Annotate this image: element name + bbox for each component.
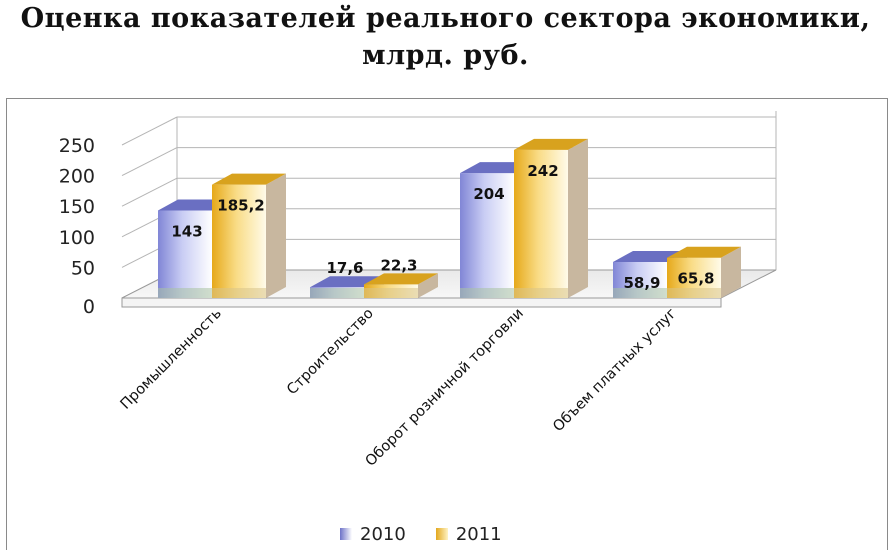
data-label-2010-3: 58,9 <box>623 274 660 292</box>
bar-2011-3-side <box>721 246 741 298</box>
legend-item-2011: 2011 <box>435 523 502 545</box>
legend-label-2011: 2011 <box>455 523 502 545</box>
bar-2011-2-top <box>514 138 588 150</box>
y-tick-label-250: 250 <box>59 135 95 157</box>
bar-2010-0-front <box>158 210 212 298</box>
bar-2011-2-front <box>514 149 568 298</box>
y-tick-label-150: 150 <box>59 196 95 218</box>
chart-area-frame <box>6 98 888 550</box>
bar-2011-0-front <box>212 184 266 298</box>
bar-2011-0-base-shade <box>212 288 266 298</box>
chart-legend: 2010 2011 <box>340 522 532 546</box>
bar-2010-2-front <box>460 173 514 298</box>
bar-2011-1-side <box>418 273 438 298</box>
legend-swatch-2010 <box>340 528 352 540</box>
legend-label-2010: 2010 <box>360 523 406 545</box>
bar-2010-1-base-shade <box>310 288 364 298</box>
legend-swatch-2011 <box>435 528 448 540</box>
x-category-label-0: Промышленность <box>118 306 225 413</box>
gridline-side-250 <box>121 116 178 146</box>
data-label-2011-1: 22,3 <box>380 256 417 274</box>
chart-title-line-1: Оценка показателей реального сектора эко… <box>20 3 871 34</box>
chart-title-line-2: млрд. руб. <box>362 40 529 71</box>
gridline-side-200 <box>121 147 178 177</box>
x-category-label-1: Строительство <box>284 305 377 398</box>
x-category-label-3: Объем платных услуг <box>550 306 680 436</box>
bar-2011-3-top <box>667 246 741 258</box>
bar-2010-2-base-shade <box>460 288 514 298</box>
y-tick-label-0: 0 <box>83 296 95 318</box>
data-label-2010-2: 204 <box>473 185 504 203</box>
legend-item-2010: 2010 <box>340 524 406 545</box>
data-label-2011-2: 242 <box>527 162 558 180</box>
bar-2011-0-top <box>212 173 286 185</box>
chart-title: Оценка показателей реального сектора эко… <box>0 0 891 74</box>
bar-2011-0-side <box>266 173 286 298</box>
y-tick-label-200: 200 <box>59 166 95 188</box>
y-tick-label-50: 50 <box>71 257 95 279</box>
data-label-2011-3: 65,8 <box>677 270 714 288</box>
y-tick-label-100: 100 <box>59 227 95 249</box>
chart-floor-front <box>121 297 722 308</box>
bar-2011-2-side <box>568 138 588 298</box>
data-label-2011-0: 185,2 <box>217 197 264 215</box>
gridline-side-150 <box>121 177 178 207</box>
bar-2011-1-base-shade <box>364 288 418 298</box>
x-category-label-2: Оборот розничной торговли <box>363 306 527 470</box>
bar-2011-3-base-shade <box>667 288 721 298</box>
data-label-2010-0: 143 <box>171 222 202 240</box>
bar-2011-2-base-shade <box>514 288 568 298</box>
bar-2010-0-base-shade <box>158 288 212 298</box>
bar-2011-1-top <box>364 273 438 285</box>
data-label-2010-1: 17,6 <box>326 259 363 277</box>
bar-2010-3-base-shade <box>613 288 667 298</box>
